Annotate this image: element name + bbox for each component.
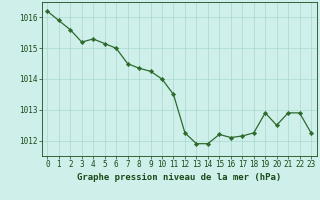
X-axis label: Graphe pression niveau de la mer (hPa): Graphe pression niveau de la mer (hPa): [77, 173, 281, 182]
